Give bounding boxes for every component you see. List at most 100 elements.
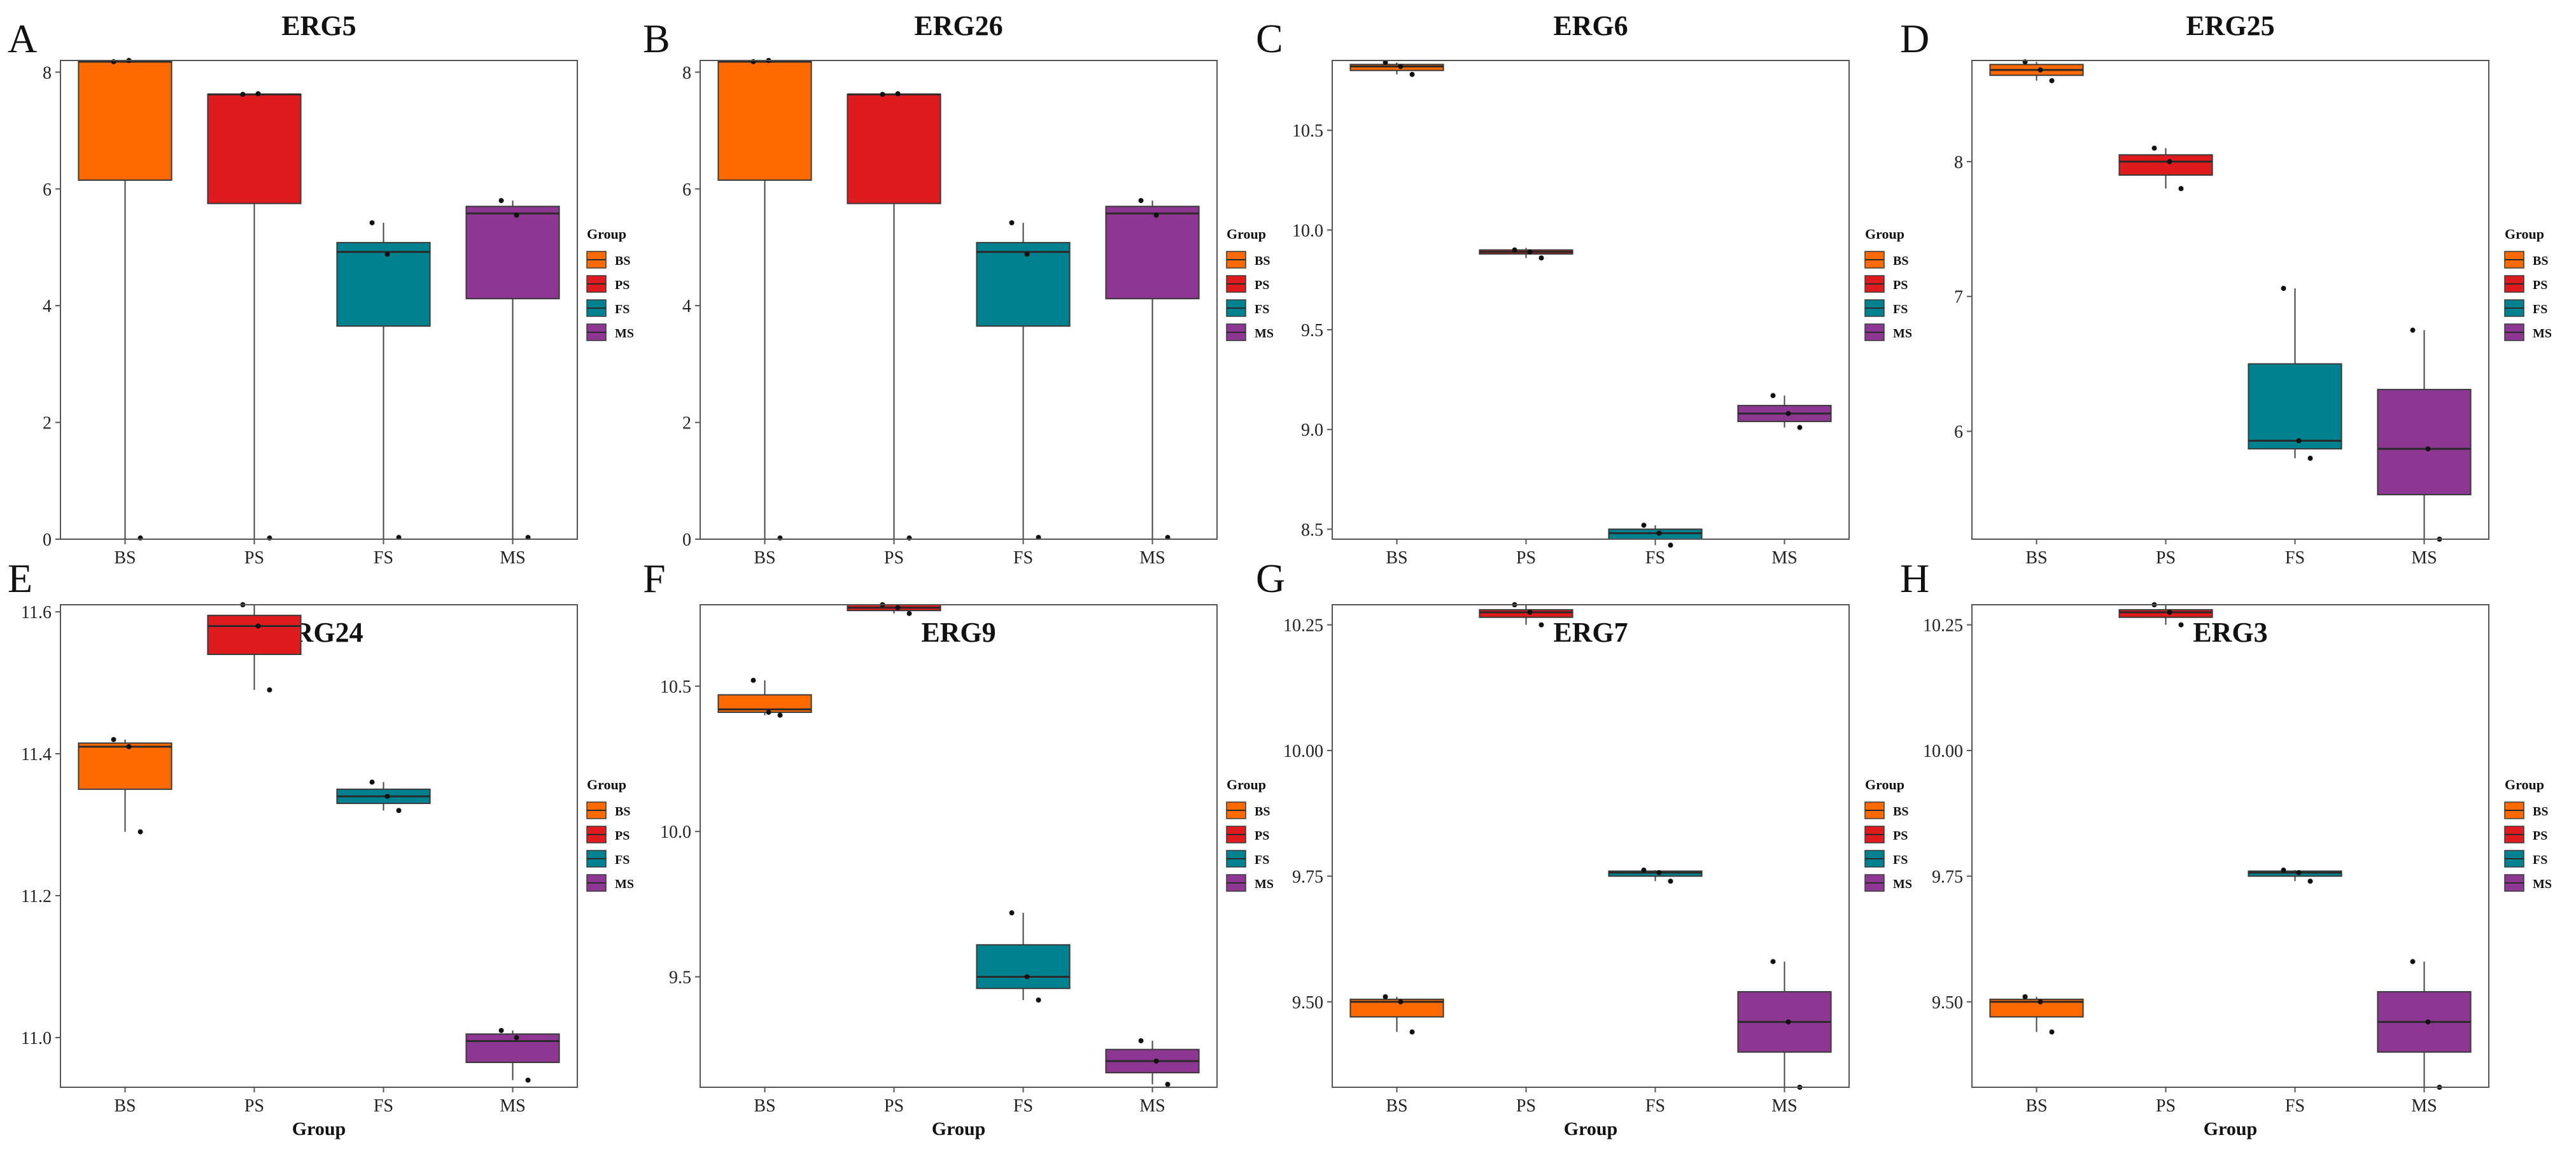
x-tick-label: PS: [1516, 1096, 1536, 1116]
data-point: [1538, 622, 1544, 628]
box-fs: [336, 779, 431, 814]
legend: Group BS PS FS MS: [1864, 777, 1912, 892]
data-point: [2022, 994, 2028, 999]
data-point: [1538, 255, 1544, 261]
legend-label: PS: [2533, 829, 2547, 843]
chart-title: ERG5: [281, 10, 356, 41]
y-tick-label: 9.75: [1292, 867, 1323, 887]
x-tick-label: FS: [1013, 548, 1033, 568]
chart-title: ERG6: [1553, 10, 1628, 41]
data-point: [2167, 159, 2172, 164]
box-bs: [78, 58, 172, 541]
legend: Group BS PS FS MS: [2504, 226, 2552, 341]
x-tick-label: MS: [1139, 1096, 1165, 1116]
x-tick-label: PS: [2156, 548, 2176, 568]
box-ms: [1105, 1038, 1200, 1087]
panel-letter: F: [643, 556, 666, 601]
panel-letter: E: [8, 556, 32, 601]
x-tick-label: MS: [500, 1096, 525, 1116]
chart-title: ERG25: [2186, 10, 2274, 41]
y-tick-label: 10.5: [1292, 122, 1323, 141]
legend-label: BS: [1255, 254, 1270, 268]
legend-label: BS: [2533, 805, 2548, 819]
box-bs: [1989, 994, 2084, 1035]
data-point: [2049, 1029, 2055, 1035]
y-tick-label: 9.5: [1301, 321, 1323, 341]
data-point: [1153, 213, 1159, 218]
y-tick-label: 4: [43, 297, 52, 316]
data-point: [1024, 251, 1030, 257]
legend-title: Group: [2505, 226, 2544, 242]
legend-label: FS: [2533, 302, 2547, 316]
legend-title: Group: [587, 777, 626, 793]
legend-title: Group: [1227, 226, 1266, 242]
box-body: [847, 94, 941, 204]
plot-border: [60, 604, 578, 1088]
box-ps: [207, 602, 302, 693]
panel-erg26: B ERG26 0 2 4 6 8 BS PS FS MS Group BS PS FS MS: [643, 10, 1274, 568]
legend-label: PS: [1893, 829, 1908, 843]
data-point: [126, 744, 132, 749]
box-ps: [847, 602, 941, 616]
plot-border: [1971, 604, 2489, 1088]
box-body: [2377, 388, 2472, 496]
data-point: [2296, 870, 2302, 875]
panel-letter: H: [1900, 556, 1929, 601]
box-fs: [2248, 867, 2342, 884]
data-point: [1009, 220, 1015, 225]
data-point: [2038, 999, 2043, 1004]
box-body: [1608, 528, 1703, 540]
data-point: [2281, 285, 2286, 291]
legend-title: Group: [2505, 777, 2544, 793]
box-ms: [1737, 959, 1832, 1090]
box-fs: [336, 220, 431, 540]
box-body: [2248, 870, 2342, 877]
legend-label: MS: [2533, 327, 2552, 341]
data-point: [1527, 249, 1533, 255]
box-bs: [1349, 994, 1444, 1035]
legend-label: MS: [2533, 877, 2552, 891]
panel-letter: D: [1900, 16, 1929, 61]
data-point: [1668, 542, 1673, 548]
x-tick-label: BS: [2025, 1096, 2047, 1116]
y-tick-label: 10.25: [1283, 616, 1323, 636]
data-point: [2038, 67, 2043, 73]
y-tick-label: 9.75: [1932, 867, 1963, 887]
legend-label: BS: [1255, 805, 1270, 819]
data-point: [111, 737, 116, 742]
box-ps: [847, 91, 941, 541]
y-tick-label: 8: [43, 63, 52, 83]
data-point: [880, 92, 885, 97]
legend-title: Group: [587, 226, 626, 242]
x-tick-label: FS: [374, 548, 393, 568]
data-point: [2410, 327, 2416, 333]
box-body: [78, 742, 172, 790]
legend-label: MS: [1255, 327, 1274, 341]
x-tick-label: BS: [754, 1096, 775, 1116]
x-tick-label: PS: [1516, 548, 1536, 568]
data-point: [2178, 186, 2184, 192]
box-body: [78, 60, 172, 181]
box-ms: [465, 1027, 560, 1083]
y-tick-label: 11.4: [21, 745, 52, 765]
y-tick-label: 7: [1954, 288, 1963, 307]
box-body: [976, 242, 1071, 327]
x-tick-label: PS: [2156, 1096, 2176, 1116]
chart-title: ERG9: [921, 617, 996, 648]
data-point: [1656, 530, 1662, 536]
legend-label: BS: [615, 805, 630, 819]
data-point: [267, 687, 272, 693]
box-ms: [465, 198, 560, 540]
chart-title: ERG3: [2193, 617, 2267, 648]
box-body: [336, 242, 431, 327]
box-bs: [717, 677, 812, 718]
y-tick-label: 9.5: [669, 968, 691, 987]
y-tick-label: 10.5: [660, 677, 691, 697]
y-tick-label: 6: [43, 180, 52, 200]
box-ps: [1479, 247, 1573, 261]
box-fs: [1608, 523, 1703, 548]
legend-label: MS: [615, 877, 634, 891]
y-tick-label: 4: [682, 297, 691, 316]
